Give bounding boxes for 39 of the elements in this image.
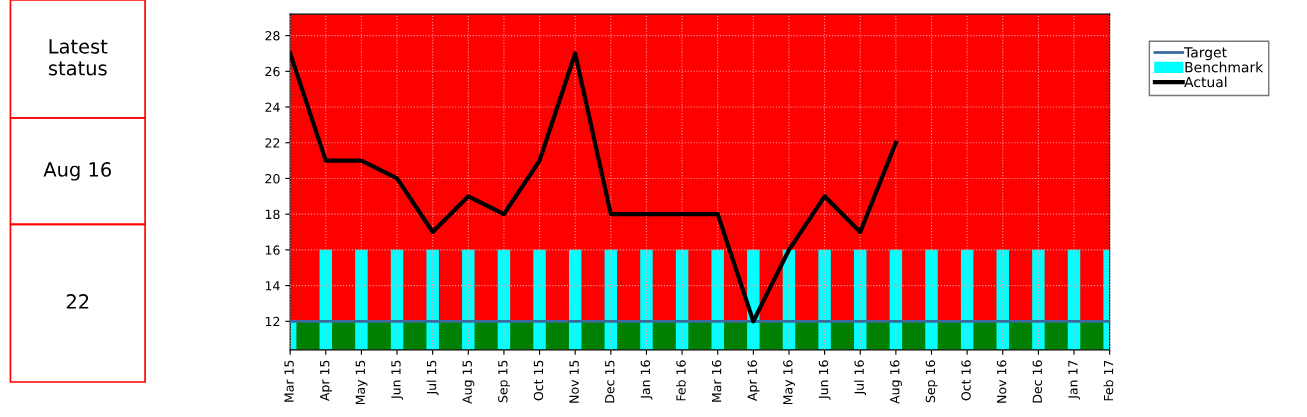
text: Aug 16 bbox=[43, 162, 111, 181]
x-tick-label: Apr 15 bbox=[320, 360, 332, 401]
x-tick-label: Jan 16 bbox=[640, 360, 653, 400]
y-tick-label: 24 bbox=[265, 102, 280, 112]
x-tick-label: May 15 bbox=[355, 360, 368, 405]
x-tick-label: Dec 15 bbox=[605, 360, 615, 403]
x-tick-label: Jun 15 bbox=[391, 360, 403, 400]
x-tick-label: Feb 17 bbox=[1103, 360, 1114, 401]
x-tick-label: Aug 15 bbox=[462, 360, 475, 404]
x-tick-label: Nov 16 bbox=[996, 360, 1007, 403]
text: 22 bbox=[66, 294, 89, 309]
x-tick-label: Dec 16 bbox=[1032, 360, 1043, 403]
x-tick-label: Jun 16 bbox=[818, 360, 831, 400]
x-tick-label: Jul 16 bbox=[854, 360, 867, 396]
x-tick-label: Jul 15 bbox=[426, 360, 439, 396]
y-tick-label: 18 bbox=[265, 209, 280, 220]
x-tick-label: Mar 15 bbox=[284, 360, 294, 402]
y-tick-label: 14 bbox=[265, 281, 280, 291]
x-tick-label: Mar 16 bbox=[711, 360, 722, 402]
x-tick-label: Sep 15 bbox=[498, 360, 510, 403]
y-tick-label: 28 bbox=[265, 31, 280, 41]
legend-label: Target bbox=[1184, 47, 1227, 61]
y-tick-label: 22 bbox=[265, 138, 280, 148]
x-tick-label: Aug 16 bbox=[890, 360, 902, 404]
x-tick-label: May 16 bbox=[783, 360, 796, 405]
legend-label: Actual bbox=[1184, 76, 1227, 88]
x-tick-label: Oct 16 bbox=[961, 360, 971, 401]
x-tick-label: Sep 16 bbox=[925, 360, 938, 403]
x-tick-label: Apr 16 bbox=[747, 360, 760, 401]
y-tick-label: 12 bbox=[265, 316, 280, 327]
legend-label: Benchmark bbox=[1185, 61, 1264, 73]
x-tick-label: Feb 16 bbox=[676, 360, 686, 401]
y-tick-label: 26 bbox=[265, 66, 280, 77]
x-tick-label: Oct 15 bbox=[533, 360, 544, 401]
y-tick-label: 16 bbox=[265, 245, 280, 255]
x-tick-label: Nov 15 bbox=[569, 360, 579, 403]
x-tick-label: Jan 17 bbox=[1068, 360, 1080, 400]
y-tick-label: 20 bbox=[265, 173, 280, 184]
text: Latest status bbox=[48, 39, 108, 76]
